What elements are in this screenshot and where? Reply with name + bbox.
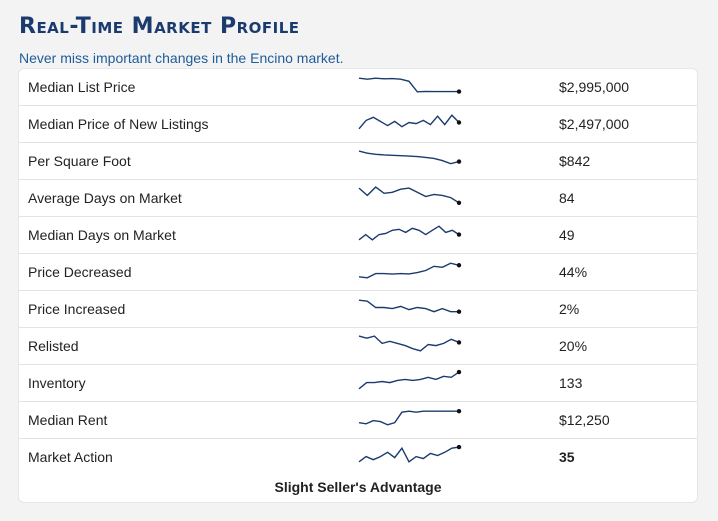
- metric-value: 35: [559, 449, 575, 465]
- metric-value: $2,497,000: [559, 116, 630, 132]
- metric-label: Inventory: [28, 375, 86, 391]
- sparkline-end-dot: [456, 200, 462, 205]
- metric-label: Price Increased: [28, 301, 126, 317]
- sparkline-end-dot: [456, 263, 462, 268]
- trend-sparkline: [358, 299, 462, 314]
- sparkline-path: [358, 77, 459, 93]
- metric-label: Median Price of New Listings: [28, 116, 209, 132]
- sparkline-path: [358, 114, 460, 130]
- metric-row: Price Increased 2%: [19, 291, 697, 328]
- metric-row: Inventory 133: [19, 365, 697, 402]
- sparkline-end-dot: [456, 369, 462, 375]
- trend-sparkline: [358, 77, 462, 94]
- sparkline-path: [358, 262, 460, 279]
- sparkline-path: [358, 446, 460, 463]
- page-title: Real-Time Market Profile: [19, 14, 300, 39]
- metric-value: 44%: [559, 264, 588, 280]
- sparkline-path: [358, 186, 460, 204]
- sparkline-end-dot: [456, 120, 462, 125]
- metric-label: Relisted: [28, 338, 79, 354]
- metric-row: Market Action 35: [19, 439, 697, 476]
- trend-sparkline: [358, 186, 462, 205]
- trend-sparkline: [358, 369, 462, 390]
- metric-value: 20%: [559, 338, 588, 354]
- metric-value: 84: [559, 190, 575, 206]
- metric-value: 49: [559, 227, 575, 243]
- metric-row: Per Square Foot $842: [19, 143, 697, 180]
- metric-label: Median List Price: [28, 79, 136, 95]
- sparkline-end-dot: [456, 340, 462, 345]
- sparkline-end-dot: [456, 444, 462, 450]
- market-profile-card: Median List Price $2,995,000 Median Price …: [18, 68, 698, 503]
- sparkline-end-dot: [456, 232, 462, 237]
- metric-row: Median Rent $12,250: [19, 402, 697, 439]
- trend-sparkline: [358, 114, 462, 130]
- metric-value: 133: [559, 375, 583, 391]
- sparkline-path: [358, 410, 459, 426]
- metric-value: $2,995,000: [559, 79, 630, 95]
- metric-row: Median Days on Market 49: [19, 217, 697, 254]
- trend-sparkline: [358, 225, 462, 241]
- sparkline-end-dot: [456, 89, 462, 94]
- metric-label: Median Days on Market: [28, 227, 176, 243]
- metric-label: Average Days on Market: [28, 190, 182, 206]
- sparkline-end-dot: [456, 309, 462, 314]
- sparkline-path: [358, 371, 460, 390]
- metric-label: Market Action: [28, 449, 113, 465]
- metric-label: Per Square Foot: [28, 153, 131, 169]
- metric-row: Median List Price $2,995,000: [19, 69, 697, 106]
- trend-sparkline: [358, 408, 462, 426]
- metric-label: Price Decreased: [28, 264, 132, 280]
- trend-sparkline: [358, 150, 462, 165]
- sparkline-path: [358, 299, 459, 313]
- sparkline-path: [358, 225, 460, 241]
- sparkline-path: [358, 335, 460, 352]
- trend-sparkline: [358, 262, 462, 279]
- metric-row: Median Price of New Listings $2,497,000: [19, 106, 697, 143]
- trend-sparkline: [358, 335, 462, 352]
- sparkline-end-dot: [456, 159, 462, 164]
- metric-label: Median Rent: [28, 412, 108, 428]
- metric-row: Average Days on Market 84: [19, 180, 697, 217]
- metric-value: $12,250: [559, 412, 610, 428]
- metric-row: Price Decreased 44%: [19, 254, 697, 291]
- metric-row: Relisted 20%: [19, 328, 697, 365]
- sparkline-end-dot: [456, 408, 462, 414]
- page-subtitle: Never miss important changes in the Enci…: [19, 50, 344, 66]
- trend-sparkline: [358, 444, 462, 463]
- metric-value: 2%: [559, 301, 580, 317]
- metric-value: $842: [559, 153, 591, 169]
- market-action-summary: Slight Seller's Advantage: [274, 479, 442, 495]
- sparkline-path: [358, 150, 460, 165]
